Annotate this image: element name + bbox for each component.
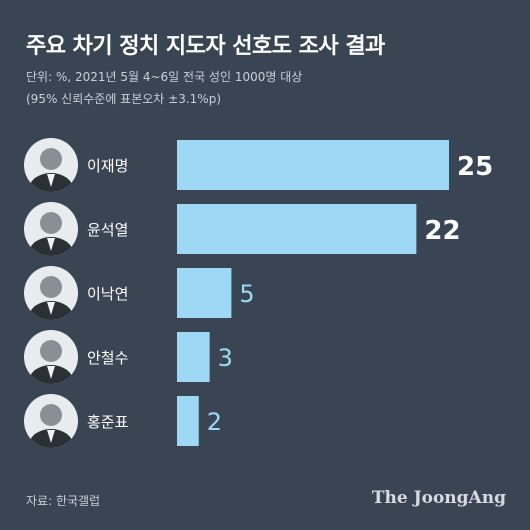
portrait-avatar	[24, 202, 78, 256]
portrait-avatar	[24, 394, 78, 448]
category-label: 홍준표	[87, 413, 129, 431]
avatar-head	[40, 404, 62, 426]
avatar-suit	[29, 173, 73, 192]
avatar-head	[40, 276, 62, 298]
category-label: 이낙연	[87, 285, 128, 303]
data-label: 5	[239, 280, 254, 308]
chart-subtitle-margin: (95% 신뢰수준에 표본오차 ±3.1%p)	[26, 92, 221, 106]
category-label: 이재명	[87, 157, 128, 175]
bar	[177, 396, 199, 446]
data-label: 25	[457, 152, 493, 182]
data-label: 22	[424, 216, 460, 246]
source-note: 자료: 한국갤럽	[26, 494, 101, 508]
bar-row: 이낙연 5	[24, 266, 255, 320]
brand-logo: The JoongAng	[371, 488, 506, 508]
bar-row: 안철수 3	[24, 330, 233, 384]
avatar-suit	[29, 429, 73, 448]
avatar-suit	[29, 301, 73, 320]
bar-row: 홍준표 2	[24, 394, 222, 448]
portrait-avatar	[24, 266, 78, 320]
portrait-avatar	[24, 330, 78, 384]
category-label: 안철수	[87, 349, 128, 367]
bar-row: 이재명 25	[24, 138, 493, 192]
avatar-head	[40, 340, 62, 362]
bar	[177, 332, 210, 382]
chart-title: 주요 차기 정치 지도자 선호도 조사 결과	[26, 34, 385, 59]
portrait-avatar	[24, 138, 78, 192]
bar	[177, 204, 417, 254]
avatar-head	[40, 212, 62, 234]
avatar-suit	[29, 365, 73, 384]
chart-subtitle-unit: 단위: %, 2021년 5월 4~6일 전국 성인 1000명 대상	[26, 70, 303, 84]
avatar-collar	[47, 302, 55, 315]
bar	[177, 268, 232, 318]
avatar-collar	[47, 238, 55, 251]
avatar-collar	[47, 174, 55, 187]
avatar-collar	[47, 366, 55, 379]
avatar-head	[40, 148, 62, 170]
category-label: 윤석열	[87, 221, 128, 239]
avatar-collar	[47, 430, 55, 443]
avatar-suit	[29, 237, 73, 256]
data-label: 3	[218, 344, 233, 372]
bar	[177, 140, 449, 190]
data-label: 2	[207, 408, 222, 436]
bar-row: 윤석열 22	[24, 202, 461, 256]
